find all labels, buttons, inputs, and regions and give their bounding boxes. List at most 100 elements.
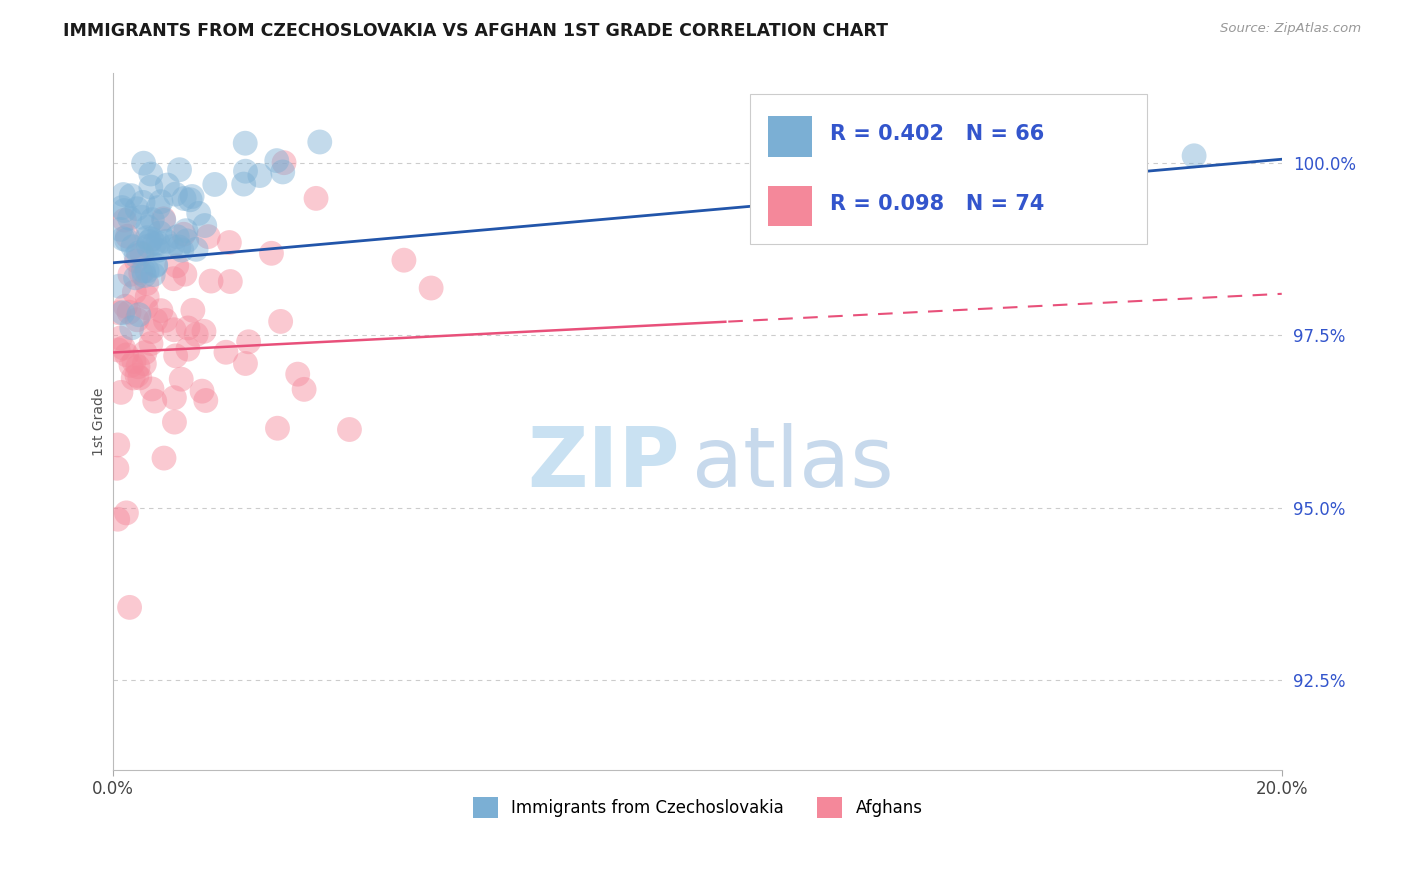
Point <box>111 201 134 215</box>
Point <box>148 201 170 215</box>
Point <box>155 313 177 327</box>
Point <box>194 219 217 233</box>
Point <box>141 232 163 246</box>
Point <box>124 270 146 285</box>
Point <box>173 227 195 242</box>
Point <box>193 324 215 338</box>
Point <box>143 394 166 409</box>
Point <box>200 274 222 288</box>
Point <box>181 303 204 318</box>
Point <box>138 239 160 253</box>
Point <box>184 243 207 257</box>
Point <box>127 359 149 374</box>
Point <box>135 277 157 291</box>
Point <box>163 391 186 405</box>
Point <box>114 299 136 313</box>
Point <box>132 264 155 278</box>
Y-axis label: 1st Grade: 1st Grade <box>93 387 107 456</box>
Point <box>156 178 179 192</box>
Text: Source: ZipAtlas.com: Source: ZipAtlas.com <box>1220 22 1361 36</box>
Point <box>163 323 186 337</box>
Point <box>141 382 163 396</box>
Point <box>169 162 191 177</box>
Point <box>271 165 294 179</box>
Point <box>146 244 169 258</box>
Point <box>238 334 260 349</box>
Point <box>112 341 135 355</box>
Point <box>145 258 167 272</box>
Point <box>122 371 145 385</box>
Point <box>141 212 163 227</box>
Point <box>111 306 134 320</box>
Point <box>204 178 226 192</box>
Point <box>173 192 195 206</box>
Point <box>141 325 163 339</box>
Point <box>145 259 167 273</box>
Point <box>105 461 128 475</box>
Point <box>266 421 288 435</box>
Point <box>136 290 159 304</box>
Point <box>165 349 187 363</box>
Point <box>149 226 172 240</box>
Point <box>125 368 148 383</box>
Point <box>305 191 328 205</box>
Point <box>114 213 136 227</box>
Point <box>174 224 197 238</box>
Point <box>118 600 141 615</box>
Point <box>149 194 172 209</box>
Point <box>155 235 177 249</box>
Point <box>191 384 214 399</box>
Point <box>110 222 132 236</box>
Point <box>136 264 159 278</box>
Point <box>166 259 188 273</box>
Point <box>128 371 150 385</box>
Point <box>232 177 254 191</box>
Point <box>122 354 145 368</box>
Point <box>122 240 145 254</box>
Point <box>146 235 169 250</box>
Point <box>134 268 156 283</box>
Text: atlas: atlas <box>692 423 893 504</box>
Point <box>167 240 190 254</box>
Point <box>287 367 309 381</box>
Point <box>121 320 143 334</box>
Point <box>132 195 155 210</box>
Point <box>112 203 135 218</box>
Text: R = 0.098   N = 74: R = 0.098 N = 74 <box>830 194 1043 214</box>
Point <box>115 506 138 520</box>
Bar <box>768 116 813 157</box>
Point <box>145 313 167 327</box>
Point <box>177 321 200 335</box>
Point <box>270 314 292 328</box>
Point <box>124 285 146 300</box>
Point <box>235 356 257 370</box>
Point <box>110 331 132 345</box>
Point <box>170 243 193 257</box>
Point <box>186 327 208 342</box>
Point <box>118 268 141 282</box>
Point <box>131 246 153 260</box>
Point <box>115 348 138 362</box>
Point <box>132 156 155 170</box>
Point <box>165 187 187 202</box>
Point <box>139 336 162 351</box>
Point <box>173 267 195 281</box>
Point <box>120 359 142 373</box>
Point <box>170 372 193 386</box>
Point <box>1182 149 1205 163</box>
Point <box>125 312 148 326</box>
Point <box>128 246 150 260</box>
Point <box>162 271 184 285</box>
Point <box>120 188 142 202</box>
Point <box>166 229 188 244</box>
Point <box>125 254 148 268</box>
Point <box>107 343 129 357</box>
Point <box>134 357 156 371</box>
Point <box>176 234 198 248</box>
Point <box>135 301 157 315</box>
Point <box>128 308 150 322</box>
Point <box>110 385 132 400</box>
Bar <box>768 186 813 227</box>
Point <box>249 169 271 183</box>
Point <box>392 253 415 268</box>
